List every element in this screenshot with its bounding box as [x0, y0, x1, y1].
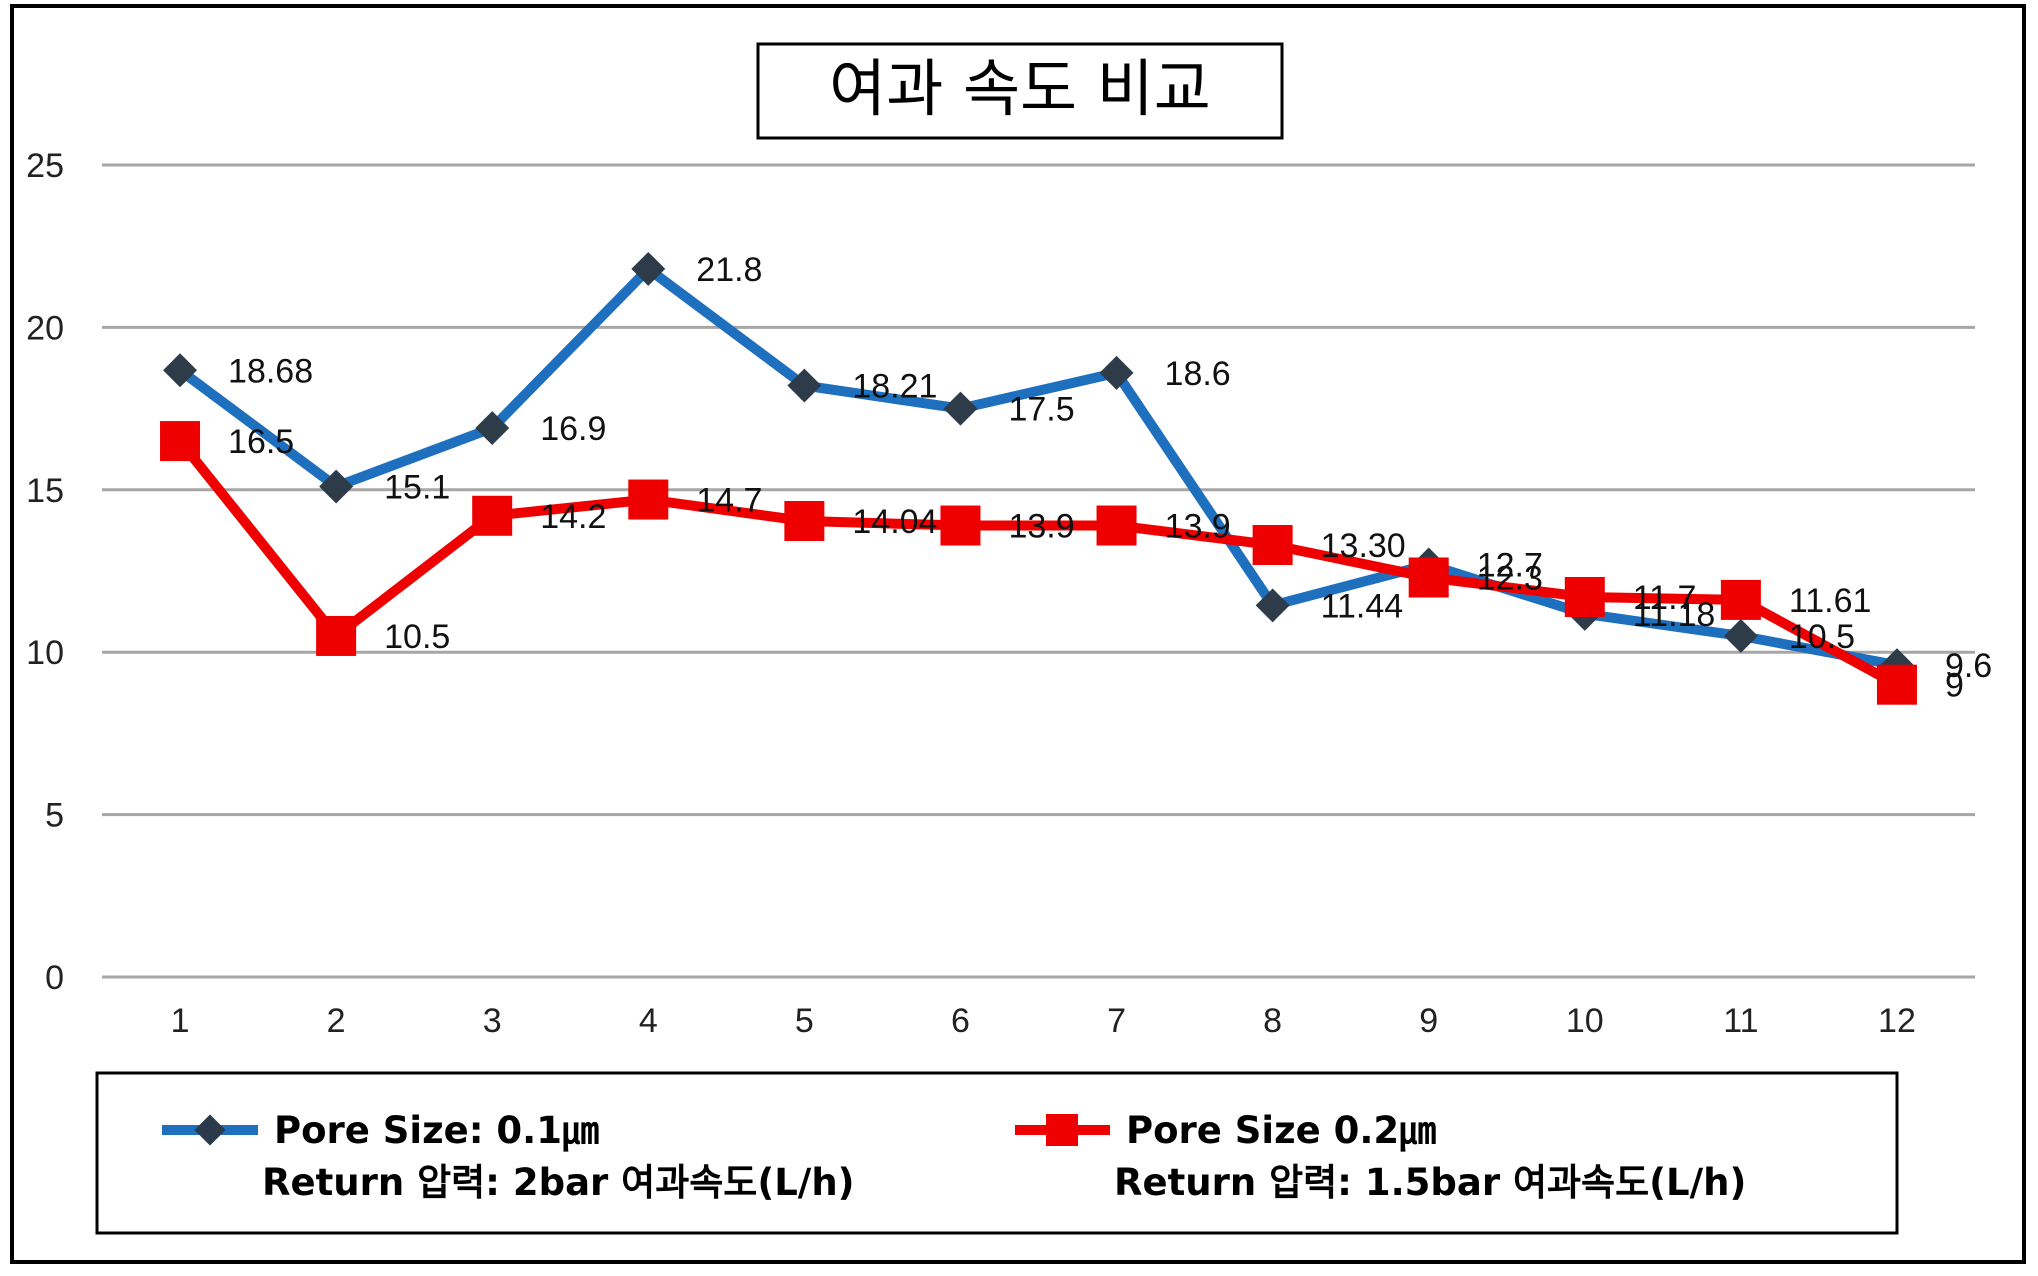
y-axis-ticks: 0 5 10 15 20 25	[26, 147, 64, 997]
grid-layer	[102, 163, 1975, 979]
data-point	[787, 368, 822, 403]
data-label: 18.68	[228, 352, 313, 390]
data-point	[1255, 588, 1290, 623]
data-point	[943, 391, 978, 426]
x-tick-label: 7	[1107, 1002, 1126, 1040]
data-point	[784, 500, 825, 541]
data-point	[631, 251, 666, 286]
data-label: 11.61	[1789, 582, 1872, 620]
y-tick-label: 10	[26, 634, 64, 672]
data-point	[316, 615, 357, 656]
data-label: 12.7	[1477, 547, 1543, 585]
y-tick-label: 20	[26, 309, 64, 347]
data-label: 15.1	[384, 469, 450, 507]
x-tick-label: 9	[1419, 1002, 1438, 1040]
data-point	[628, 479, 669, 520]
data-point	[160, 421, 201, 462]
x-tick-label: 8	[1263, 1002, 1282, 1040]
data-point	[1096, 505, 1137, 546]
data-label: 16.9	[540, 410, 606, 448]
data-point	[1564, 576, 1605, 617]
x-tick-label: 12	[1878, 1002, 1916, 1040]
y-tick-label: 25	[26, 147, 64, 185]
y-tick-label: 0	[45, 959, 64, 997]
data-labels: 18.6815.116.921.818.2117.518.611.4412.71…	[228, 251, 1992, 705]
title-border	[756, 42, 1284, 140]
x-tick-label: 11	[1723, 1002, 1758, 1040]
data-label: 11.7	[1633, 579, 1697, 617]
data-point	[1252, 525, 1293, 566]
data-point	[163, 353, 198, 388]
data-point	[319, 469, 354, 504]
x-tick-label: 3	[483, 1002, 502, 1040]
data-label: 16.5	[228, 423, 294, 461]
legend-series-1-line-1: Pore Size: 0.1㎛	[274, 1109, 599, 1152]
data-label: 14.7	[696, 482, 762, 520]
data-label: 14.04	[852, 503, 937, 541]
data-label: 18.21	[852, 368, 937, 406]
y-tick-label: 15	[26, 472, 64, 510]
x-tick-label: 2	[327, 1002, 346, 1040]
data-label: 12.3	[1477, 559, 1543, 597]
x-tick-label: 4	[639, 1002, 658, 1040]
x-tick-label: 6	[951, 1002, 970, 1040]
data-label: 9.6	[1945, 647, 1992, 685]
y-tick-label: 5	[45, 797, 64, 835]
series-layer	[160, 251, 1917, 705]
legend-series-2-line-1: Pore Size 0.2㎛	[1126, 1109, 1436, 1152]
x-tick-label: 10	[1566, 1002, 1604, 1040]
data-label: 13.30	[1321, 527, 1406, 565]
data-point	[1408, 557, 1449, 598]
data-label: 17.5	[1008, 391, 1074, 429]
data-point	[1723, 618, 1758, 653]
data-point	[940, 505, 981, 546]
data-label: 13.9	[1165, 508, 1231, 546]
data-label: 9	[1945, 667, 1964, 705]
data-label: 13.9	[1008, 508, 1074, 546]
data-point	[1099, 355, 1134, 390]
legend-border	[95, 1071, 1899, 1235]
chart-title-box: 여과 속도 비교	[756, 42, 1284, 140]
chart-title: 여과 속도 비교	[829, 52, 1211, 125]
x-tick-label: 1	[171, 1002, 190, 1040]
data-label: 18.6	[1165, 355, 1231, 393]
data-label: 10.5	[1789, 618, 1855, 656]
data-label: 21.8	[696, 251, 762, 289]
data-point	[475, 411, 510, 446]
data-point	[1876, 664, 1917, 705]
series-line-2	[175, 436, 1902, 690]
legend-square-marker	[1046, 1114, 1078, 1146]
data-label: 14.2	[540, 498, 606, 536]
data-label: 11.44	[1321, 587, 1404, 625]
legend-item-series-1: Pore Size: 0.1㎛ Return 압력: 2bar 여과속도(L/h…	[162, 1109, 855, 1204]
data-point	[472, 495, 513, 536]
legend-series-2-line-2: Return 압력: 1.5bar 여과속도(L/h)	[1114, 1161, 1746, 1204]
data-point	[1720, 579, 1761, 620]
legend-item-series-2: Pore Size 0.2㎛ Return 압력: 1.5bar 여과속도(L/…	[1015, 1109, 1746, 1204]
x-axis-ticks: 1 2 3 4 5 6 7 8 9 10 11 12	[171, 1002, 1916, 1040]
series-line-1	[175, 263, 1902, 671]
data-label: 10.5	[384, 618, 450, 656]
x-tick-label: 5	[795, 1002, 814, 1040]
legend-series-1-line-2: Return 압력: 2bar 여과속도(L/h)	[262, 1161, 855, 1204]
data-label: 11.18	[1633, 596, 1716, 634]
legend: Pore Size: 0.1㎛ Return 압력: 2bar 여과속도(L/h…	[95, 1071, 1899, 1235]
